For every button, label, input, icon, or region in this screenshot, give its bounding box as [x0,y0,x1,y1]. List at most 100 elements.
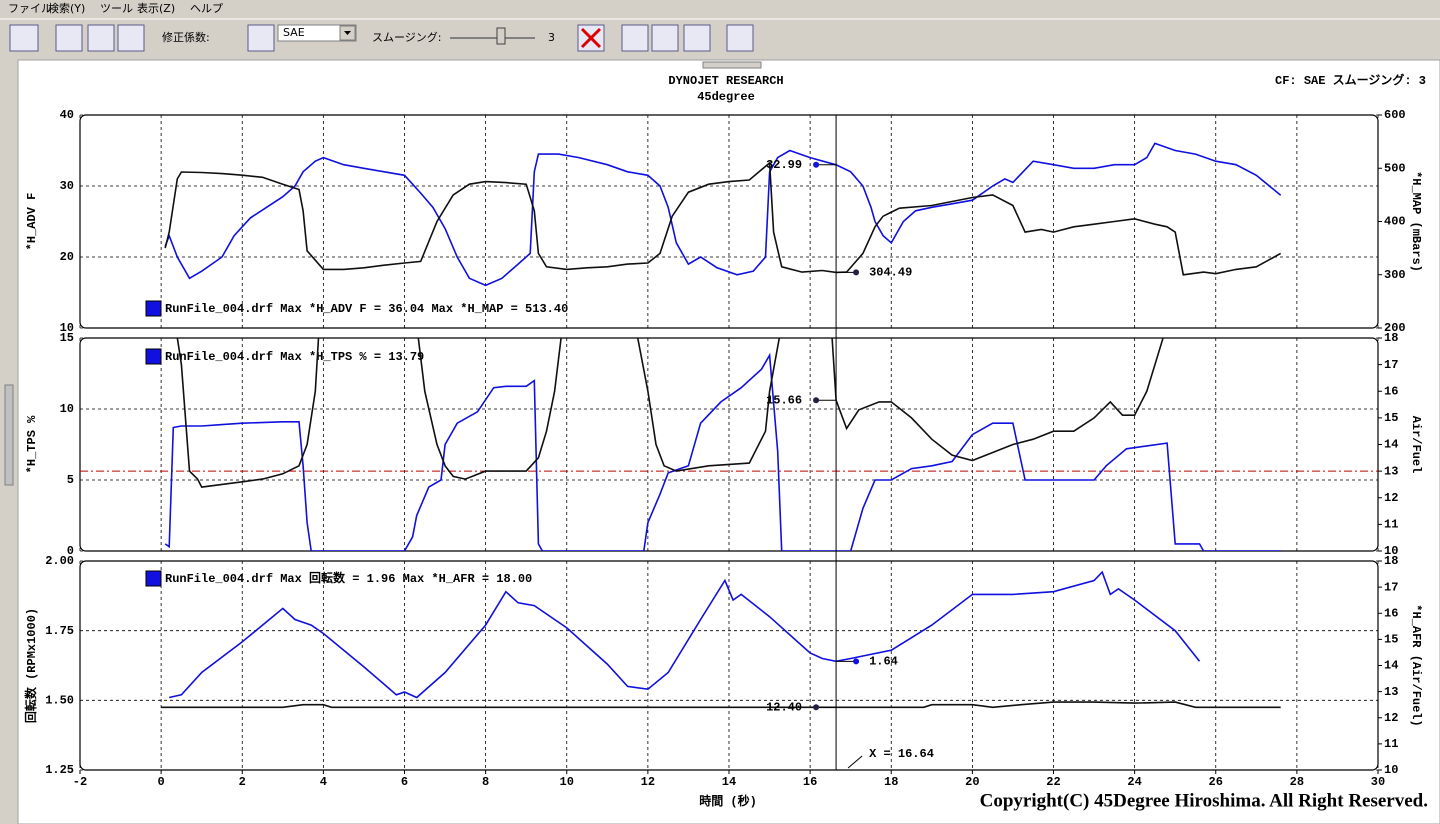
y2-tick-label: 12 [1384,711,1398,725]
series-line [164,161,1282,276]
smoothing-label: スムージング: [372,30,442,44]
copyright: Copyright(C) 45Degree Hiroshima. All Rig… [980,790,1428,811]
y2-tick-label: 12 [1384,491,1398,505]
x-tick-label: 2 [239,775,246,789]
legend-text: RunFile_004.drf Max *H_ADV F = 36.04 Max… [165,302,568,316]
y2-tick-label: 15 [1384,633,1398,647]
y-tick-label: 1.50 [45,694,74,708]
menu-item[interactable]: ツール [100,2,133,15]
tool-button[interactable] [621,24,649,52]
y2-tick-label: 10 [1384,763,1398,777]
x-tick-label: 8 [482,775,489,789]
x-tick-label: 24 [1127,775,1141,789]
x-tick-label: 16 [803,775,817,789]
x-tick-label: 30 [1371,775,1385,789]
legend-swatch [145,570,162,587]
y2-tick-label: 17 [1384,580,1398,594]
y-axis-label: *H_ADV F [25,193,39,251]
y2-tick-label: 13 [1384,464,1398,478]
settings-info: CF: SAE スムージング: 3 [1275,72,1426,88]
cursor-dot [853,658,860,665]
icon-cross [580,27,602,49]
cursor-pointer [847,755,863,769]
y2-tick-label: 14 [1384,659,1398,673]
tool-button[interactable] [9,24,39,52]
tool-button[interactable] [87,24,115,52]
cursor-value: 12.40 [766,700,802,714]
x-tick-label: 20 [965,775,979,789]
menu-item[interactable]: 表示(Z) [137,1,175,15]
series-line [169,570,1201,699]
cursor-value: 1.64 [869,654,898,668]
y-tick-label: 1.75 [45,624,74,638]
y-tick-label: 10 [60,321,74,335]
y-tick-label: 20 [60,250,74,264]
y2-tick-label: 600 [1384,108,1406,122]
x-tick-label: 6 [401,775,408,789]
y2-tick-label: 18 [1384,554,1398,568]
cursor-value: 304.49 [869,266,912,280]
x-tick-label: 12 [641,775,655,789]
series-line [161,701,1281,709]
x-tick-label: 10 [560,775,574,789]
tool-button[interactable] [55,24,83,52]
chart-title: DYNOJET RESEARCH [668,74,783,88]
splitter-handle[interactable] [702,61,762,69]
y2-tick-label: 15 [1384,411,1398,425]
legend-swatch [145,348,162,365]
y2-tick-label: 11 [1384,518,1398,532]
x-tick-label: 22 [1046,775,1060,789]
x-tick-label: 18 [884,775,898,789]
y-tick-label: 1.25 [45,763,74,777]
toolbar: 修正係数: SAE スムージング: 3 [9,24,754,52]
x-axis-label: 時間 (秒) [699,793,757,809]
x-tick-label: 28 [1290,775,1304,789]
legend-swatch [145,300,162,317]
y2-tick-label: 400 [1384,215,1406,229]
cursor-value: 15.66 [766,393,802,407]
y2-tick-label: 13 [1384,685,1398,699]
y2-axis-label: *H_MAP (mBars) [1409,171,1423,272]
correction-label: 修正係数: [162,30,210,44]
y2-tick-label: 14 [1384,438,1398,452]
tool-button[interactable] [651,24,679,52]
series-line [164,142,1282,287]
y2-tick-label: 16 [1384,606,1398,620]
cursor-dot [813,704,820,711]
series-line [176,338,1164,488]
chart-subtitle: 45degree [697,90,755,104]
tool-button[interactable] [726,24,754,52]
y-tick-label: 15 [60,331,74,345]
slider-thumb[interactable] [496,27,506,45]
y-tick-label: 2.00 [45,554,74,568]
cursor-value: 32.99 [766,158,802,172]
x-tick-label: -2 [73,775,87,789]
menu-item[interactable]: ヘルプ [190,2,223,15]
y2-tick-label: 11 [1384,737,1398,751]
y2-tick-label: 500 [1384,161,1406,175]
y2-tick-label: 16 [1384,384,1398,398]
tool-button[interactable] [683,24,711,52]
dropdown-value[interactable]: SAE [283,26,305,39]
tool-button[interactable] [247,24,275,52]
menu-item[interactable]: 検索(Y) [48,1,85,15]
cursor-dot [813,397,820,404]
y2-axis-label: Air/Fuel [1409,416,1423,474]
y-tick-label: 10 [60,402,74,416]
legend-text: RunFile_004.drf Max 回転数 = 1.96 Max *H_AF… [165,570,532,586]
arrow-glyph [344,31,351,35]
x-tick-label: 14 [722,775,736,789]
side-handle[interactable] [4,384,14,486]
y-axis-label: *H_TPS % [25,415,39,473]
y2-tick-label: 10 [1384,544,1398,558]
tool-button[interactable] [117,24,145,52]
cursor-label: X = 16.64 [869,747,934,761]
y2-tick-label: 200 [1384,321,1406,335]
y-tick-label: 40 [60,108,74,122]
y2-tick-label: 300 [1384,268,1406,282]
dropdown[interactable] [277,24,357,42]
menu-item[interactable]: ファイル [8,2,52,15]
y-axis-label: 回転数 (RPMx1000) [23,608,39,723]
x-tick-label: 26 [1209,775,1223,789]
